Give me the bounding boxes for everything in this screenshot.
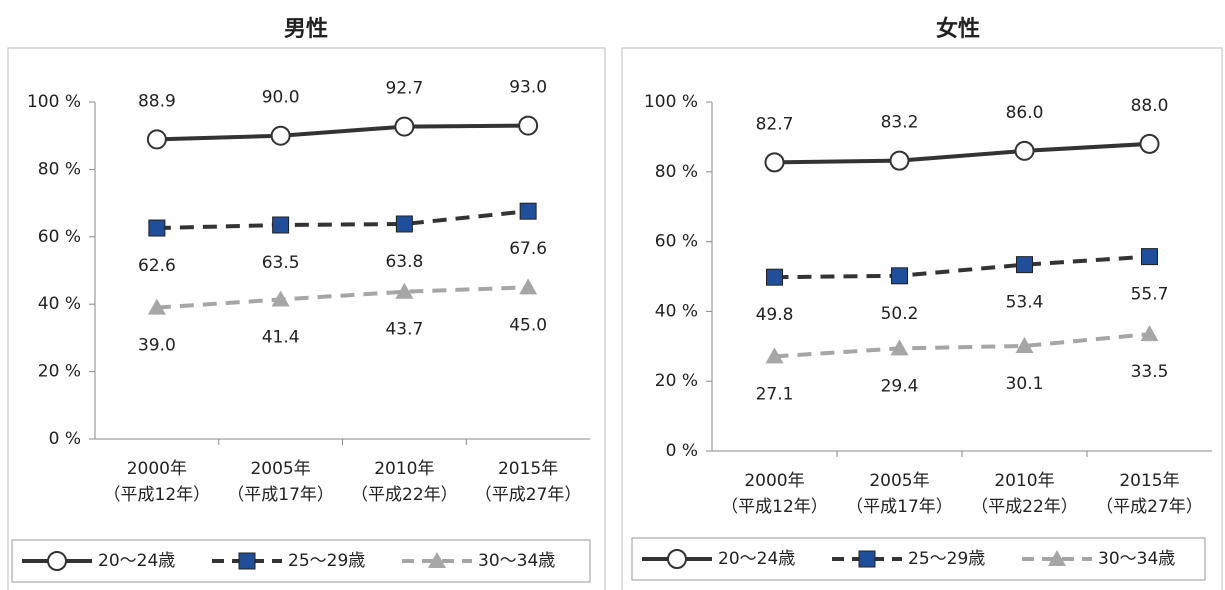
panel-frame <box>7 47 606 590</box>
point <box>395 282 414 299</box>
point <box>766 268 783 286</box>
point <box>518 115 539 136</box>
data-label: 39.0 <box>138 336 176 356</box>
data-label: 43.7 <box>385 320 423 340</box>
point <box>667 549 687 569</box>
data-label: 53.4 <box>1006 293 1044 313</box>
point <box>858 550 876 568</box>
data-label: 90.0 <box>262 88 300 108</box>
point <box>270 125 291 146</box>
series-line <box>156 123 529 142</box>
y-tick-label: 0 % <box>49 429 81 449</box>
point <box>1139 133 1160 154</box>
series-line <box>774 254 1150 280</box>
y-tick-label: 100 % <box>27 92 81 112</box>
point <box>147 298 166 315</box>
y-tick-label: 40 % <box>655 301 698 321</box>
point <box>271 290 290 307</box>
x-tick-label: 2005年（平成17年） <box>227 459 334 505</box>
data-label: 45.0 <box>509 315 547 335</box>
legend-label: 20～24歳 <box>718 549 795 569</box>
data-label: 83.2 <box>881 113 919 133</box>
point <box>765 347 784 364</box>
point <box>1140 325 1159 342</box>
data-label: 49.8 <box>756 305 794 325</box>
x-tick-label: 2015年（平成27年） <box>475 459 582 505</box>
y-tick-label: 20 % <box>655 371 698 391</box>
legend-label: 20～24歳 <box>98 551 175 571</box>
data-label: 29.4 <box>881 376 919 396</box>
data-label: 93.0 <box>509 78 547 98</box>
data-label: 62.6 <box>138 256 176 276</box>
point <box>47 551 67 571</box>
point <box>238 552 256 570</box>
legend-label: 30～34歳 <box>1098 549 1175 569</box>
legend-frame <box>631 537 1206 581</box>
legend-label: 25～29歳 <box>288 551 365 571</box>
y-tick-label: 60 % <box>38 227 81 247</box>
point <box>148 219 166 237</box>
series-line <box>156 285 529 310</box>
legend-frame <box>11 539 591 583</box>
point <box>428 552 446 568</box>
x-tick-label: 2010年（平成22年） <box>971 471 1078 517</box>
series-line <box>156 209 529 231</box>
point <box>890 339 909 356</box>
point <box>1014 140 1035 161</box>
x-tick-label: 2015年（平成27年） <box>1096 471 1203 517</box>
point <box>519 202 537 220</box>
y-tick-label: 80 % <box>655 162 698 182</box>
series-line <box>774 141 1150 165</box>
data-label: 88.9 <box>138 91 176 111</box>
legend-label: 25～29歳 <box>908 549 985 569</box>
point <box>395 215 413 233</box>
data-label: 86.0 <box>1006 103 1044 123</box>
y-tick-label: 40 % <box>38 294 81 314</box>
y-tick-label: 20 % <box>38 362 81 382</box>
chart-title: 男性 <box>284 17 328 42</box>
x-tick-label: 2005年（平成17年） <box>846 471 953 517</box>
data-label: 63.5 <box>262 253 300 273</box>
point <box>1048 550 1066 566</box>
series-line <box>774 332 1150 359</box>
y-tick-label: 80 % <box>38 159 81 179</box>
data-label: 88.0 <box>1131 96 1169 116</box>
point <box>891 267 908 285</box>
data-label: 50.2 <box>881 304 919 324</box>
x-tick-label: 2000年（平成12年） <box>721 471 828 517</box>
point <box>272 216 290 234</box>
data-label: 27.1 <box>756 384 794 404</box>
point <box>889 150 910 171</box>
data-label: 33.5 <box>1131 362 1169 382</box>
point <box>1015 336 1034 353</box>
data-label: 92.7 <box>385 79 423 99</box>
point <box>1016 256 1033 274</box>
x-tick-label: 2000年（平成12年） <box>104 459 211 505</box>
panel-frame <box>621 47 1223 590</box>
x-tick-label: 2010年（平成22年） <box>351 459 458 505</box>
y-tick-label: 100 % <box>644 92 698 112</box>
y-tick-label: 60 % <box>655 232 698 252</box>
data-label: 55.7 <box>1131 285 1169 305</box>
legend-label: 30～34歳 <box>478 551 555 571</box>
point <box>1141 248 1158 266</box>
data-label: 30.1 <box>1006 374 1044 394</box>
data-label: 67.6 <box>509 239 547 259</box>
data-label: 41.4 <box>262 327 300 347</box>
point <box>394 116 415 137</box>
point <box>764 152 785 173</box>
data-label: 82.7 <box>756 114 794 134</box>
y-tick-label: 0 % <box>666 441 698 461</box>
data-label: 63.8 <box>385 252 423 272</box>
point <box>519 278 538 295</box>
chart-title: 女性 <box>936 16 980 42</box>
point <box>146 129 167 150</box>
